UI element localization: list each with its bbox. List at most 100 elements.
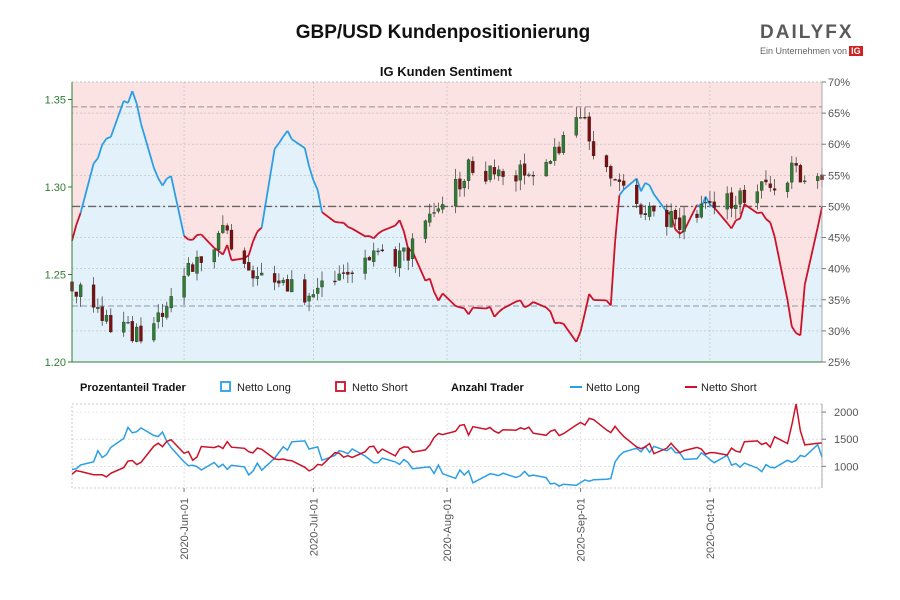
long-pct-segment [674,228,681,235]
pct-tick-label: 35% [828,295,850,307]
long-pct-segment [157,177,164,187]
candle [794,163,798,166]
long-pct-segment [381,224,396,232]
candle [156,312,160,322]
candle [393,249,397,267]
candle [738,190,742,205]
candle [682,215,686,232]
long-pct-segment [161,178,168,187]
long-pct-segment [528,301,534,307]
candle [130,321,134,342]
candle [272,273,277,283]
candle [587,116,591,142]
long-pct-segment [799,284,806,336]
candle [372,250,376,262]
candle [673,209,678,220]
long-pct-segment [256,226,263,233]
count-tick-label: 2000 [834,407,858,419]
x-tick-label: 2020-Aug-01 [442,498,454,562]
long-pct-segment [79,163,95,214]
candle [195,256,199,274]
long-pct-segment [231,257,245,262]
candle [260,272,264,276]
long-pct-segment [614,195,621,242]
count-tick-label: 1500 [834,434,858,446]
long-pct-segment [403,231,410,250]
candle [199,256,203,263]
price-panel: 1.20 1.25 1.30 1.35 25% 30% 35% 40% 45% 50% 55% 60%… [45,77,851,369]
long-pct-segment [635,178,642,192]
candle [436,208,441,212]
brand-partner: IG [849,46,863,56]
candle [432,212,436,214]
long-pct-segment [200,233,215,249]
price-tick-label: 1.20 [45,357,66,369]
long-pct-segment [455,305,461,309]
long-pct-segment [291,138,306,149]
candle [725,193,729,210]
long-pct-segment [485,306,491,310]
candle [281,279,285,283]
long-pct-segment [459,306,465,310]
candle [100,306,104,321]
candle [548,161,553,164]
candle [122,321,126,333]
candle [397,250,402,268]
long-pct-segment [196,233,202,236]
long-pct-segment [726,222,733,230]
candle [453,178,458,207]
x-tick-label: 2020-Oct-01 [705,498,717,559]
candle [647,206,652,217]
candle [169,296,173,309]
candle [247,262,251,271]
candle [307,295,311,302]
candle [578,117,583,119]
long-pct-segment [554,321,560,325]
candle [402,247,406,252]
candle [191,264,195,272]
long-pct-segment [286,130,293,140]
candle [165,306,169,318]
x-tick-label: 2020-Jun-01 [179,498,191,560]
short-count-line [71,403,823,478]
candle [242,250,247,264]
candle [139,325,143,342]
candle [367,257,372,261]
candle [376,250,380,253]
long-pct-segment [713,207,728,224]
candle [798,165,803,183]
candle [466,159,471,181]
long-pct-segment [247,241,254,256]
long-pct-segment [515,299,521,303]
candle [428,213,432,223]
candle [109,315,113,333]
candle [458,178,462,190]
long-pct-segment [640,182,647,192]
long-pct-segment [730,219,737,229]
candle [311,294,316,298]
candle [583,117,587,119]
candle [74,291,78,297]
candle [574,117,578,136]
candle [609,166,613,179]
long-pct-segment [71,224,78,241]
candle [277,280,281,284]
candle [341,272,346,274]
x-tick-label: 2020-Jul-01 [308,498,320,556]
candle [699,203,703,218]
long-pct-segment [140,123,155,169]
legend-short-pct-label: Netto Short [352,382,408,394]
long-area [72,91,822,362]
candle [643,213,647,216]
legend: Prozentanteil Trader Netto Long Netto Shor… [80,381,757,394]
long-pct-segment [282,130,289,138]
long-pct-segment [222,244,229,255]
long-pct-segment [252,231,259,242]
candle [333,280,337,283]
long-pct-segment [623,177,638,191]
legend-long-pct-label: Netto Long [237,382,291,394]
price-tick-label: 1.35 [45,95,66,107]
long-pct-segment [106,136,112,140]
long-pct-segment [428,278,435,293]
